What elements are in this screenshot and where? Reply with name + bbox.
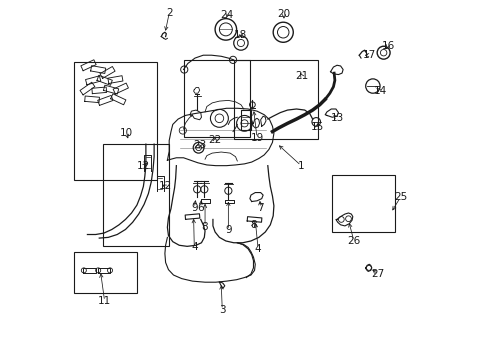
Text: 1: 1: [297, 161, 304, 171]
Text: 6: 6: [197, 203, 203, 213]
Text: 20: 20: [277, 9, 290, 19]
Text: 2: 2: [165, 8, 172, 18]
Bar: [233, 60, 317, 139]
Bar: [74, 252, 137, 293]
Bar: [74, 62, 156, 180]
Text: 26: 26: [346, 236, 360, 246]
Text: 22: 22: [208, 135, 221, 145]
Text: 4: 4: [254, 244, 261, 254]
Text: 8: 8: [250, 220, 256, 230]
Text: 10: 10: [120, 128, 132, 138]
Text: 4: 4: [191, 242, 197, 252]
Text: 23: 23: [193, 140, 206, 150]
Bar: [102, 144, 169, 246]
Text: 19: 19: [250, 133, 263, 143]
Bar: [183, 60, 249, 137]
Text: 17: 17: [362, 50, 375, 60]
Text: 13: 13: [330, 113, 343, 123]
Text: 24: 24: [220, 10, 233, 20]
Text: 3: 3: [219, 305, 225, 315]
Text: 16: 16: [381, 41, 394, 50]
Text: 14: 14: [373, 86, 386, 96]
Text: 7: 7: [257, 203, 264, 213]
Text: 15: 15: [310, 122, 323, 132]
Bar: [332, 175, 394, 232]
Text: 12: 12: [137, 161, 150, 171]
Text: 11: 11: [98, 296, 111, 306]
Text: 9: 9: [191, 203, 197, 213]
Text: 25: 25: [393, 192, 407, 202]
Text: 27: 27: [370, 269, 384, 279]
Text: 8: 8: [202, 222, 208, 231]
Text: 12: 12: [159, 181, 172, 192]
Text: 21: 21: [295, 71, 308, 81]
Text: 9: 9: [224, 225, 231, 235]
Text: 18: 18: [234, 30, 247, 40]
